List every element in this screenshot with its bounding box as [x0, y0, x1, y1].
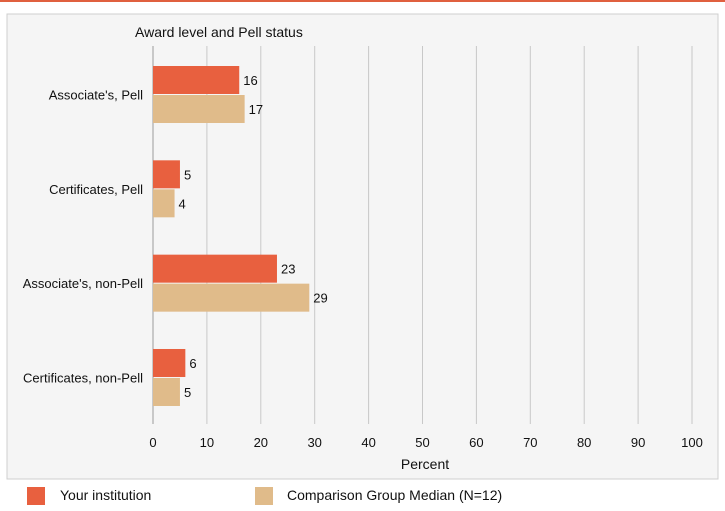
x-tick-label: 50 — [415, 435, 429, 450]
category-label: Associate's, non-Pell — [23, 276, 143, 291]
x-tick-label: 0 — [149, 435, 156, 450]
category-label: Associate's, Pell — [49, 88, 143, 103]
x-tick-label: 90 — [631, 435, 645, 450]
legend-label-your-institution: Your institution — [60, 487, 151, 503]
bar — [153, 377, 180, 406]
x-tick-label: 30 — [307, 435, 321, 450]
legend: Your institution Comparison Group Median… — [27, 487, 502, 505]
chart-panel — [6, 13, 719, 480]
data-label: 17 — [249, 102, 263, 117]
bar — [153, 66, 240, 94]
bar — [153, 254, 277, 283]
x-tick-label: 70 — [523, 435, 537, 450]
bar — [153, 95, 245, 123]
data-label: 16 — [243, 73, 257, 88]
x-tick-label: 60 — [469, 435, 483, 450]
x-axis-label: Percent — [401, 456, 449, 472]
data-label: 29 — [313, 291, 327, 306]
bars — [153, 66, 310, 406]
data-label: 4 — [179, 196, 186, 211]
category-label: Certificates, Pell — [49, 182, 143, 197]
x-axis-ticks: 0 10 20 30 40 50 60 70 80 90 100 — [149, 435, 702, 450]
category-labels: Associate's, Pell Certificates, Pell Assoc… — [23, 88, 143, 386]
bar — [153, 189, 175, 218]
x-tick-label: 10 — [200, 435, 214, 450]
legend-label-comparison-median: Comparison Group Median (N=12) — [287, 487, 502, 503]
legend-swatch-comparison-median — [255, 487, 273, 505]
data-label: 5 — [184, 385, 191, 400]
data-label: 6 — [189, 356, 196, 371]
bar — [153, 160, 180, 189]
legend-swatch-your-institution — [27, 487, 45, 505]
category-label: Certificates, non-Pell — [23, 370, 143, 385]
bar — [153, 283, 310, 312]
x-tick-label: 100 — [681, 435, 703, 450]
x-tick-label: 80 — [577, 435, 591, 450]
data-label: 23 — [281, 262, 295, 277]
chart-title: Award level and Pell status — [135, 24, 303, 40]
x-tick-label: 20 — [254, 435, 268, 450]
data-labels: 16 17 5 4 23 29 6 5 — [179, 73, 328, 400]
data-label: 5 — [184, 167, 191, 182]
x-tick-label: 40 — [361, 435, 375, 450]
bar — [153, 348, 186, 377]
